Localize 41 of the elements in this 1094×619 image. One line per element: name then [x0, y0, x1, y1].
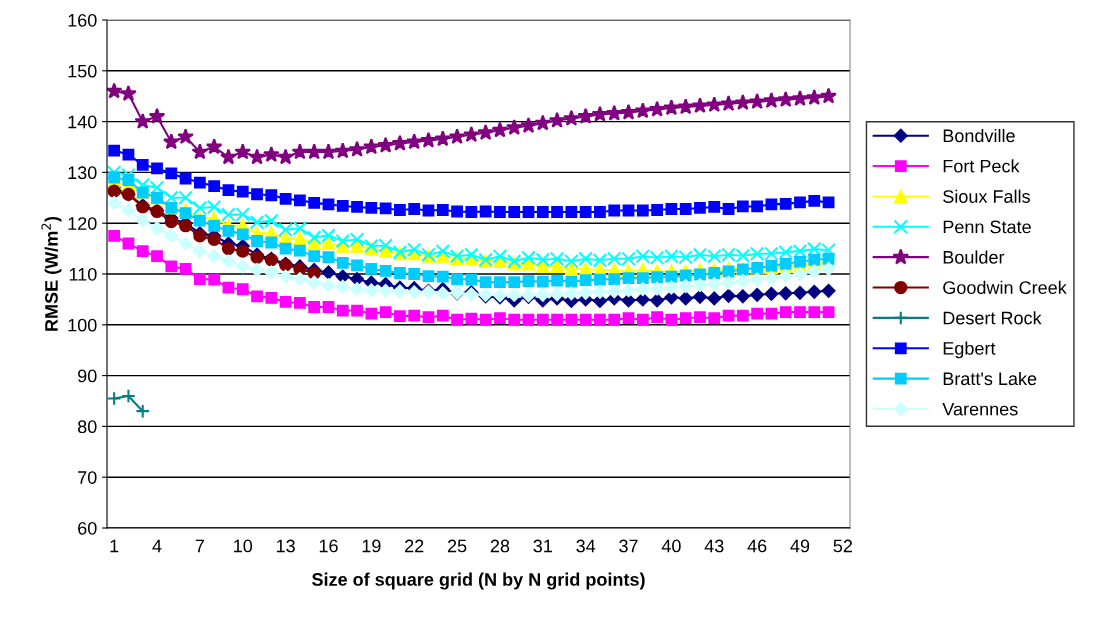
legend-label: Penn State [943, 220, 1031, 234]
legend-label: Fort Peck [943, 159, 1020, 173]
x-tick-label: 49 [790, 539, 810, 553]
x-tick-label: 28 [490, 539, 510, 553]
y-tick-label: 60 [78, 521, 97, 535]
x-tick-label: 40 [661, 539, 681, 553]
x-tick-label: 4 [152, 539, 162, 553]
y-tick-label: 80 [77, 420, 97, 434]
y-tick-label: 100 [68, 318, 97, 332]
x-tick-label: 46 [747, 539, 767, 553]
x-tick-label: 25 [447, 539, 467, 553]
legend-label: Varennes [942, 402, 1018, 416]
x-tick-label: 34 [576, 539, 596, 553]
legend-label: Sioux Falls [943, 189, 1030, 203]
legend-label: Bratt's Lake [943, 371, 1037, 386]
x-tick-label: 43 [704, 539, 724, 553]
legend-label: Egbert [943, 341, 996, 359]
legend-label: Boulder [943, 250, 1005, 264]
x-tick-label: 19 [362, 539, 381, 553]
x-tick-label: 7 [195, 539, 204, 553]
x-axis-title: Size of square grid (N by N grid points) [312, 572, 645, 590]
x-tick-label: 31 [533, 539, 552, 553]
y-tick-label: 150 [68, 64, 97, 78]
y-tick-label: 160 [68, 13, 97, 27]
y-tick-label: 70 [78, 471, 97, 484]
y-axis-title: RMSE (W/m$^{2}$) [41, 216, 62, 331]
legend-label: Bondville [943, 128, 1015, 143]
legend-label: Goodwin Creek [943, 280, 1067, 295]
x-tick-label: 16 [319, 539, 338, 553]
legend-label: Desert Rock [943, 311, 1042, 325]
x-tick-label: 52 [833, 539, 852, 553]
y-tick-label: 90 [78, 369, 97, 383]
y-tick-label: 130 [68, 166, 97, 180]
x-tick-label: 10 [234, 539, 253, 553]
x-tick-label: 37 [619, 539, 638, 553]
x-tick-label: 1 [110, 539, 119, 553]
y-tick-label: 120 [68, 217, 97, 230]
y-tick-label: 140 [68, 115, 97, 129]
y-tick-label: 110 [69, 267, 97, 281]
x-tick-label: 13 [276, 539, 295, 553]
x-tick-label: 22 [405, 539, 424, 553]
